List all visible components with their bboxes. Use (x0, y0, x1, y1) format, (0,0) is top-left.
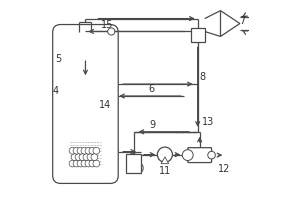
Circle shape (87, 154, 94, 161)
Circle shape (208, 151, 215, 159)
Circle shape (93, 160, 100, 167)
Circle shape (73, 147, 80, 154)
Circle shape (73, 160, 80, 167)
Circle shape (83, 154, 90, 161)
Polygon shape (161, 157, 169, 164)
Circle shape (91, 154, 98, 161)
Text: 4: 4 (52, 86, 59, 96)
Text: 15: 15 (101, 20, 113, 30)
FancyBboxPatch shape (188, 148, 212, 163)
Circle shape (79, 154, 86, 161)
Circle shape (77, 160, 84, 167)
Circle shape (81, 147, 88, 154)
Circle shape (71, 154, 78, 161)
Text: 8: 8 (200, 72, 206, 82)
Circle shape (81, 160, 88, 167)
Text: 7: 7 (239, 16, 245, 26)
Text: 11: 11 (159, 166, 171, 176)
Circle shape (182, 150, 193, 161)
Text: 5: 5 (56, 54, 62, 64)
Text: 13: 13 (202, 117, 214, 127)
Circle shape (157, 147, 172, 162)
Circle shape (93, 147, 100, 154)
Bar (191, 28, 205, 42)
Circle shape (69, 147, 76, 154)
Text: 6: 6 (148, 84, 154, 94)
FancyBboxPatch shape (53, 25, 118, 183)
Bar (126, 154, 141, 173)
Polygon shape (220, 11, 240, 36)
Text: 12: 12 (218, 164, 231, 174)
Text: 9: 9 (149, 120, 155, 130)
Text: 10: 10 (133, 164, 145, 174)
Circle shape (85, 160, 92, 167)
Circle shape (69, 160, 76, 167)
Text: 14: 14 (99, 100, 111, 110)
Circle shape (89, 147, 96, 154)
Circle shape (75, 154, 82, 161)
Circle shape (108, 28, 115, 35)
Circle shape (89, 160, 96, 167)
Circle shape (85, 147, 92, 154)
Circle shape (77, 147, 84, 154)
